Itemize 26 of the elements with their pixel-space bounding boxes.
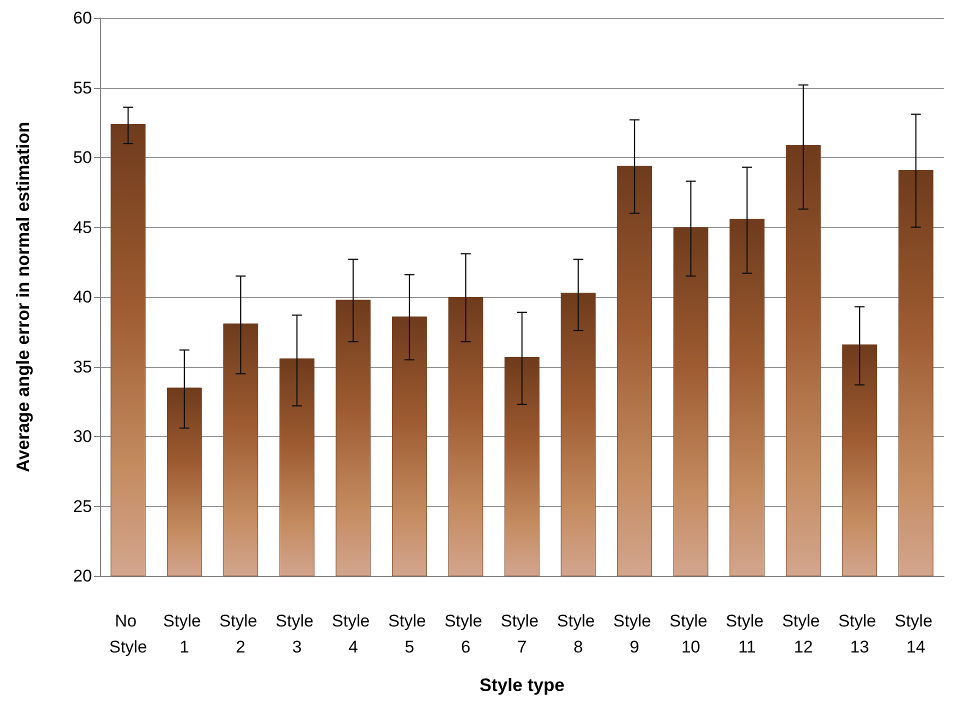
x-tick-label: No Style bbox=[109, 612, 148, 656]
x-tick-label: Style 7 bbox=[500, 612, 544, 656]
x-tick-label: Style 3 bbox=[276, 612, 318, 656]
x-tick-label: Style 13 bbox=[838, 612, 881, 656]
y-axis-title: Average angle error in normal estimation bbox=[13, 122, 33, 472]
x-axis-title: Style type bbox=[479, 675, 565, 695]
y-tick-label: 45 bbox=[73, 218, 92, 237]
x-tick-label: Style 4 bbox=[332, 612, 374, 656]
x-tick-label: Style 14 bbox=[894, 612, 938, 656]
x-tick-label: Style 5 bbox=[388, 612, 431, 656]
x-tick-label: Style 8 bbox=[557, 612, 600, 656]
x-tick-label: Style 12 bbox=[782, 612, 825, 656]
x-tick-label: Style 1 bbox=[163, 612, 206, 656]
y-tick-label: 35 bbox=[73, 357, 92, 376]
y-tick-label: 55 bbox=[73, 78, 92, 98]
y-tick-label: 25 bbox=[73, 496, 92, 516]
y-tick-label: 30 bbox=[73, 427, 92, 446]
y-tick-label: 60 bbox=[73, 8, 92, 28]
x-tick-label: Style 6 bbox=[444, 612, 487, 656]
y-tick-label: 20 bbox=[73, 566, 92, 586]
x-tick-label: Style 11 bbox=[726, 612, 768, 656]
y-tick-label: 50 bbox=[73, 148, 92, 167]
y-tick-label: 40 bbox=[73, 288, 92, 306]
x-tick-label: Style 10 bbox=[670, 612, 712, 656]
x-tick-label: Style 9 bbox=[613, 612, 656, 656]
x-tick-label: Style 2 bbox=[219, 612, 262, 656]
